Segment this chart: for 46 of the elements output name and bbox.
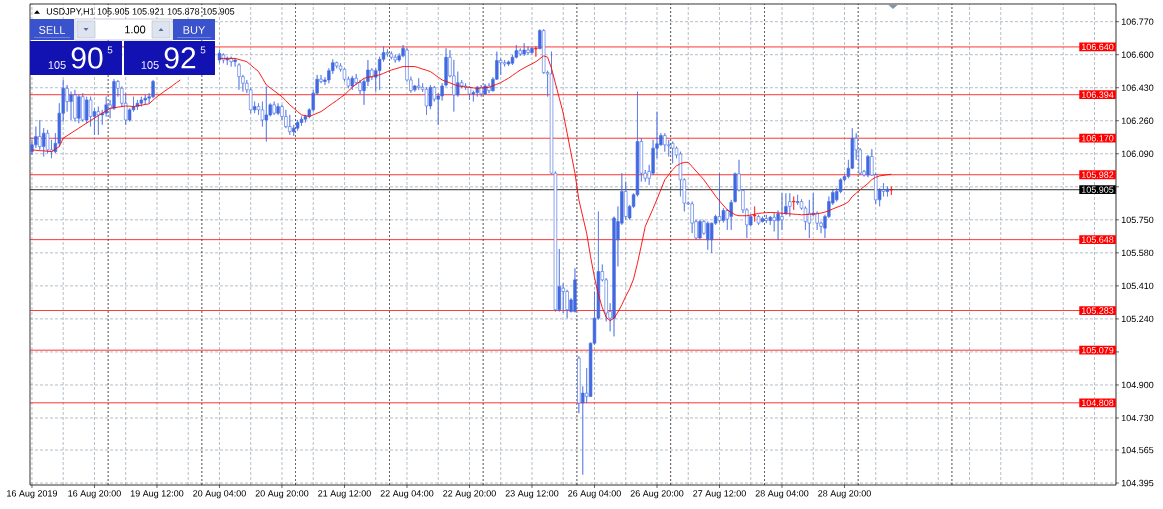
x-tick-label: 22 Aug 20:00 <box>443 490 496 499</box>
y-tick-label: 105.410 <box>1121 282 1154 290</box>
x-tick-label: 22 Aug 04:00 <box>380 490 434 499</box>
annotation: BUY <box>183 26 206 34</box>
y-tick-label: 106.430 <box>1121 84 1154 91</box>
ref-line-label: 105.283 <box>1081 307 1114 314</box>
x-tick-label: 26 Aug 04:00 <box>568 490 621 499</box>
ref-line-label: 106.394 <box>1081 91 1114 98</box>
y-tick-label: 104.730 <box>1121 414 1154 422</box>
x-tick-label: 26 Aug 20:00 <box>630 490 684 499</box>
x-tick-label: 20 Aug 04:00 <box>193 490 246 499</box>
ref-line-label: 105.982 <box>1081 171 1114 178</box>
y-tick-label: 106.770 <box>1121 18 1154 25</box>
annotation: 92 <box>164 47 196 69</box>
y-tick-label: 105.240 <box>1121 315 1154 323</box>
ref-line-label: 105.079 <box>1081 346 1114 354</box>
x-tick-label: 19 Aug 12:00 <box>130 490 184 499</box>
x-tick-label: 23 Aug 12:00 <box>505 490 559 499</box>
y-tick-label: 104.565 <box>1121 446 1154 454</box>
y-tick-label: 104.900 <box>1121 381 1154 389</box>
y-tick-label: 105.580 <box>1121 249 1154 257</box>
x-tick-label: 21 Aug 12:00 <box>318 490 371 499</box>
annotation: 5 <box>200 46 206 54</box>
x-tick-label: 16 Aug 2019 <box>7 490 58 499</box>
x-tick-label: 28 Aug 20:00 <box>818 490 871 499</box>
annotation: SELL <box>39 26 66 34</box>
y-tick-label: 104.395 <box>1121 479 1154 487</box>
ref-line-label: 104.808 <box>1081 399 1114 407</box>
ref-line-label: 105.648 <box>1081 236 1114 243</box>
annotation: 90 <box>71 47 103 69</box>
annotation: 5 <box>107 46 113 54</box>
x-tick-label: 28 Aug 04:00 <box>755 490 809 499</box>
x-tick-label: 27 Aug 12:00 <box>693 490 746 499</box>
ref-line-label: 106.170 <box>1081 135 1114 142</box>
annotation: 1.00 <box>125 25 146 34</box>
chart-title: USDJPY,H1 105.905 105.921 105.878 105.905 <box>46 8 235 16</box>
annotation: 105 <box>48 61 66 69</box>
ref-line-label: 105.905 <box>1081 186 1114 193</box>
y-tick-label: 105.750 <box>1121 216 1154 224</box>
ref-line-label: 106.640 <box>1081 43 1114 51</box>
y-tick-label: 106.600 <box>1121 51 1154 58</box>
x-tick-label: 20 Aug 20:00 <box>255 490 309 499</box>
x-tick-label: 16 Aug 20:00 <box>68 490 121 499</box>
annotation: 105 <box>141 61 159 69</box>
y-tick-label: 106.090 <box>1121 150 1154 157</box>
y-tick-label: 106.260 <box>1121 117 1154 124</box>
